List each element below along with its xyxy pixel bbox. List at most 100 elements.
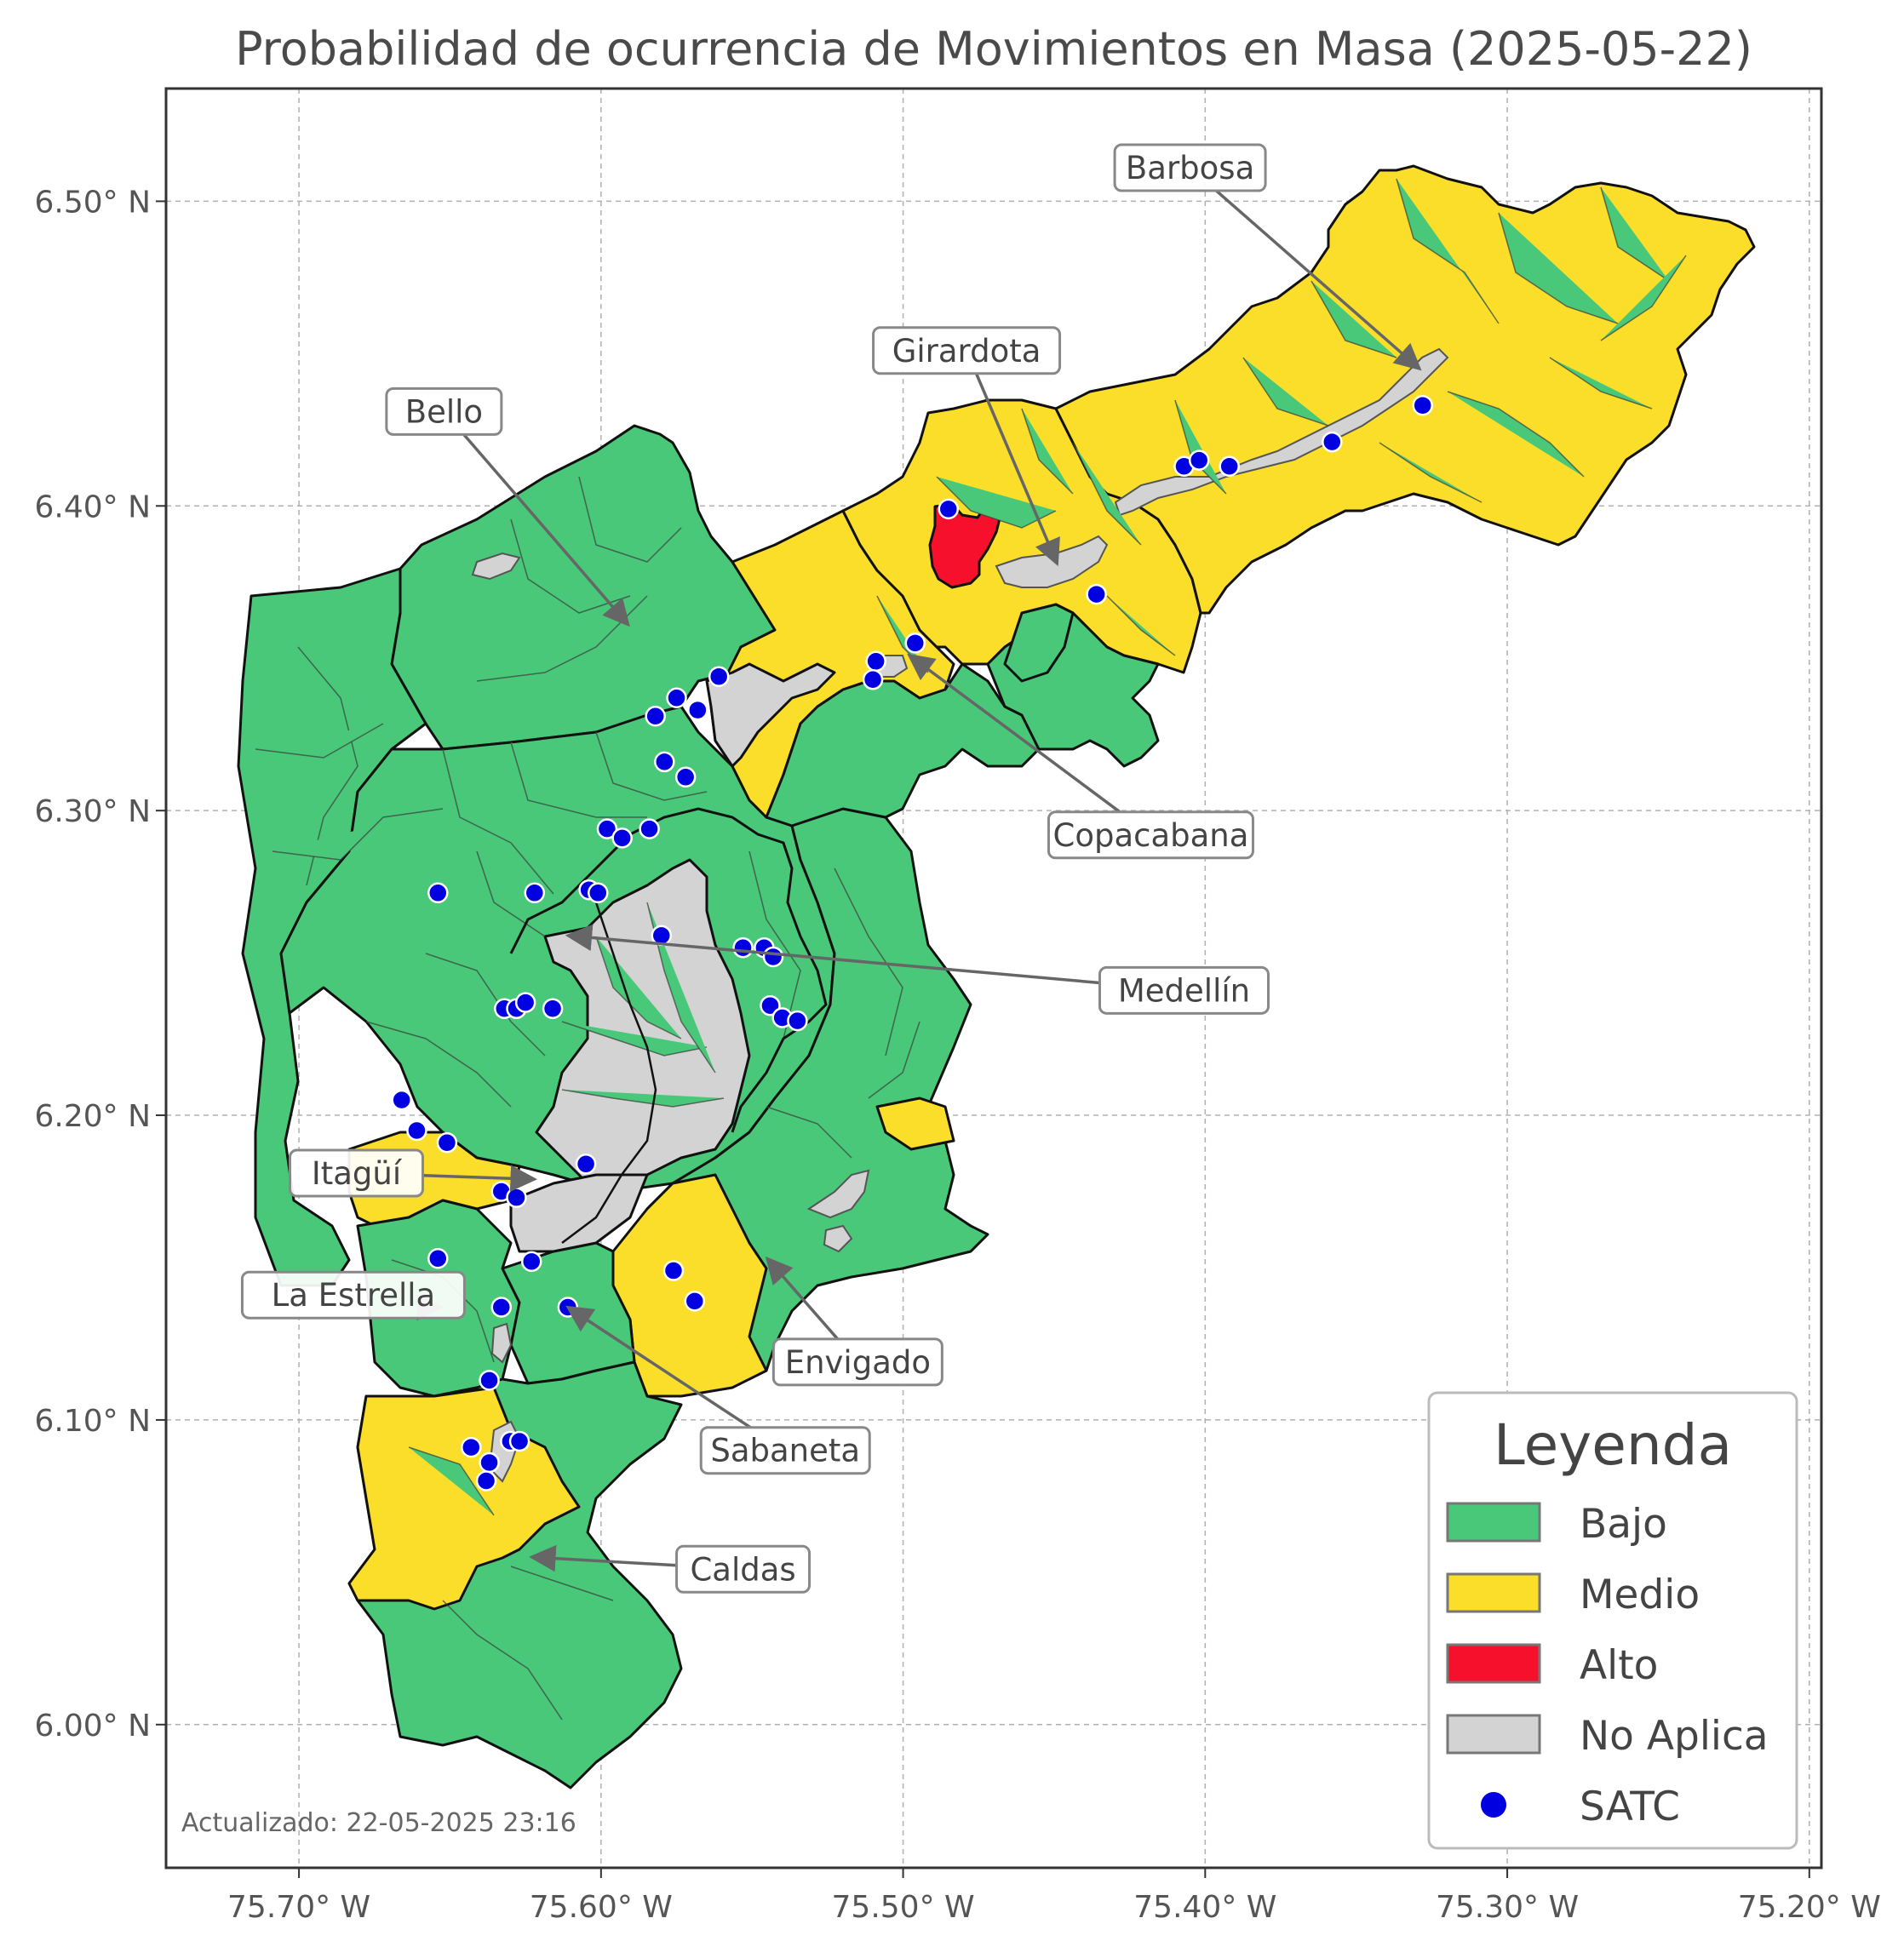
x-tick-label: 75.40° W (1133, 1890, 1276, 1925)
satc-point (762, 946, 784, 968)
region-copacabana-bajo (765, 662, 1041, 827)
satc-point (760, 994, 781, 1016)
x-tick-label: 75.60° W (530, 1890, 673, 1925)
callout-arrow (529, 1544, 677, 1572)
callout-box (385, 386, 503, 436)
callout-sabaneta: Sabaneta (565, 1305, 871, 1475)
legend: Leyenda Bajo Medio Alto No Aplica SATC (1427, 1391, 1798, 1850)
callout-arrow (765, 1256, 840, 1341)
legend-label: SATC (1580, 1784, 1680, 1830)
region-barbosa-bajo (1003, 603, 1075, 683)
satc-point (475, 1470, 497, 1492)
callout-label: Barbosa (1126, 150, 1254, 186)
legend-label: Bajo (1580, 1501, 1667, 1548)
legend-label: No Aplica (1580, 1713, 1769, 1760)
callout-arrow (462, 433, 630, 627)
satc-point (391, 1089, 412, 1111)
satc-point (514, 992, 536, 1013)
satc-point (862, 669, 884, 690)
plot-frame (164, 87, 1823, 1869)
callout-label: Itagüí (312, 1155, 403, 1192)
callout-box (872, 326, 1062, 375)
legend-marker (1481, 1792, 1506, 1818)
x-tick-label: 75.30° W (1436, 1890, 1579, 1925)
callout-barbosa: Barbosa (1113, 143, 1422, 371)
satc-point (654, 751, 675, 773)
satc-point (687, 699, 708, 721)
callout-box (1047, 810, 1254, 860)
callout-box (699, 1426, 871, 1475)
satc-point (427, 882, 449, 904)
legend-title: Leyenda (1494, 1412, 1732, 1478)
callout-label: Medellín (1118, 972, 1250, 1009)
legend-swatch (1446, 1572, 1541, 1613)
legend-swatch (1446, 1714, 1541, 1755)
callout-box (1098, 965, 1270, 1015)
satc-point (461, 1436, 482, 1458)
satc-point (1219, 455, 1240, 478)
callout-itag-: Itagüí (288, 1148, 537, 1198)
satc-point (674, 766, 697, 788)
satc-point (1322, 431, 1343, 453)
callout-arrow (1215, 189, 1422, 371)
satc-point (406, 1119, 427, 1142)
satc-point (479, 1370, 500, 1391)
satc-point (611, 827, 633, 849)
legend-item-medio: Medio (1446, 1572, 1700, 1618)
callout-label: Copacabana (1052, 817, 1248, 854)
callout-girardota: Girardota (872, 326, 1062, 567)
callout-box (675, 1544, 811, 1594)
callout-box (240, 1270, 466, 1320)
zone-envigado-lake2 (823, 1224, 853, 1253)
callout-label: Girardota (892, 333, 1041, 369)
satc-point (639, 818, 660, 839)
satc-point (427, 1247, 449, 1269)
y-tick-label: 6.10° N (34, 1404, 151, 1439)
satc-point (524, 882, 546, 904)
satc-point (542, 998, 564, 1020)
satc-point (490, 1297, 513, 1318)
satc-point (787, 1010, 808, 1032)
legend-items: Bajo Medio Alto No Aplica SATC (1446, 1501, 1769, 1830)
callout-arrow (974, 373, 1060, 567)
callout-bello: Bello (385, 386, 630, 627)
legend-swatch (1446, 1643, 1541, 1684)
zone-bello-north-urban (471, 552, 521, 581)
region-alto (928, 501, 1002, 589)
satc-point (865, 650, 886, 673)
legend-label: Alto (1580, 1642, 1658, 1689)
callout-arrow (565, 1305, 752, 1429)
satc-points (391, 394, 1433, 1492)
y-tick-label: 6.50° N (34, 185, 151, 220)
zone-estrella-urban (490, 1322, 513, 1364)
legend-item-satc: SATC (1481, 1784, 1680, 1830)
satc-point (520, 1251, 542, 1273)
satc-point (904, 633, 926, 654)
callout-la-estrella: La Estrella (240, 1270, 466, 1320)
zone-bello-urban (705, 662, 836, 768)
y-tick-label: 6.30° N (34, 794, 151, 829)
callout-medell-n: Medellín (565, 924, 1270, 1015)
subdivision-lines (255, 178, 1687, 1721)
x-tick-label: 75.20° W (1738, 1890, 1881, 1925)
callout-arrow (422, 1165, 537, 1192)
callout-copacabana: Copacabana (907, 653, 1254, 860)
callout-arrow (907, 653, 1121, 814)
map-title: Probabilidad de ocurrencia de Movimiento… (235, 22, 1752, 76)
satc-point (662, 1260, 685, 1281)
legend-item-no-aplica: No Aplica (1446, 1713, 1769, 1760)
y-tick-label: 6.00° N (34, 1709, 151, 1743)
satc-point (436, 1132, 458, 1154)
satc-point (732, 936, 754, 959)
callout-label: Caldas (690, 1551, 795, 1588)
y-tick-label: 6.20° N (34, 1099, 151, 1134)
satc-point (1188, 449, 1210, 471)
medellin-urban-border (509, 807, 828, 1133)
callout-label: Envigado (785, 1344, 931, 1381)
callout-label: La Estrella (272, 1277, 436, 1314)
region-envigado-medio (875, 1096, 955, 1151)
satc-point (938, 498, 960, 520)
satc-point (684, 1291, 706, 1312)
y-tick-label: 6.40° N (34, 490, 151, 524)
